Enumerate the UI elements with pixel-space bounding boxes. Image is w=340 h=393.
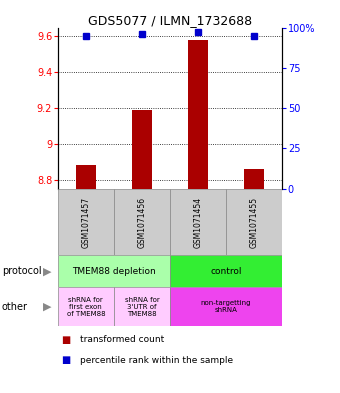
Text: ▶: ▶	[42, 301, 51, 312]
Text: other: other	[2, 301, 28, 312]
Bar	[170, 189, 226, 255]
Bar	[58, 189, 114, 255]
Text: GSM1071454: GSM1071454	[193, 196, 203, 248]
Text: GSM1071457: GSM1071457	[81, 196, 90, 248]
Text: shRNA for
first exon
of TMEM88: shRNA for first exon of TMEM88	[67, 297, 105, 316]
Bar	[114, 287, 170, 326]
Text: GDS5077 / ILMN_1732688: GDS5077 / ILMN_1732688	[88, 14, 252, 27]
Bar	[226, 189, 282, 255]
Text: shRNA for
3'UTR of
TMEM88: shRNA for 3'UTR of TMEM88	[124, 297, 159, 316]
Text: ▶: ▶	[42, 266, 51, 276]
Bar	[244, 169, 264, 189]
Bar	[76, 165, 96, 189]
Text: ■: ■	[61, 335, 70, 345]
Bar	[132, 110, 152, 189]
Bar	[188, 40, 208, 189]
Text: ■: ■	[61, 355, 70, 365]
Text: control: control	[210, 267, 242, 275]
Text: protocol: protocol	[2, 266, 41, 276]
Text: GSM1071455: GSM1071455	[250, 196, 259, 248]
Text: transformed count: transformed count	[80, 336, 164, 344]
Text: percentile rank within the sample: percentile rank within the sample	[80, 356, 233, 365]
Text: GSM1071456: GSM1071456	[137, 196, 147, 248]
Text: non-targetting
shRNA: non-targetting shRNA	[201, 300, 251, 313]
Bar	[114, 189, 170, 255]
Bar	[170, 255, 282, 287]
Bar	[58, 287, 114, 326]
Bar	[58, 255, 170, 287]
Bar	[170, 287, 282, 326]
Text: TMEM88 depletion: TMEM88 depletion	[72, 267, 156, 275]
